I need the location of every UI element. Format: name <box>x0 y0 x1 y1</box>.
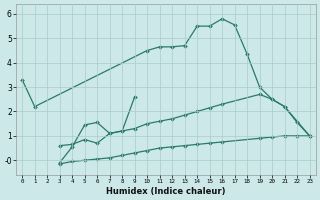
X-axis label: Humidex (Indice chaleur): Humidex (Indice chaleur) <box>106 187 226 196</box>
